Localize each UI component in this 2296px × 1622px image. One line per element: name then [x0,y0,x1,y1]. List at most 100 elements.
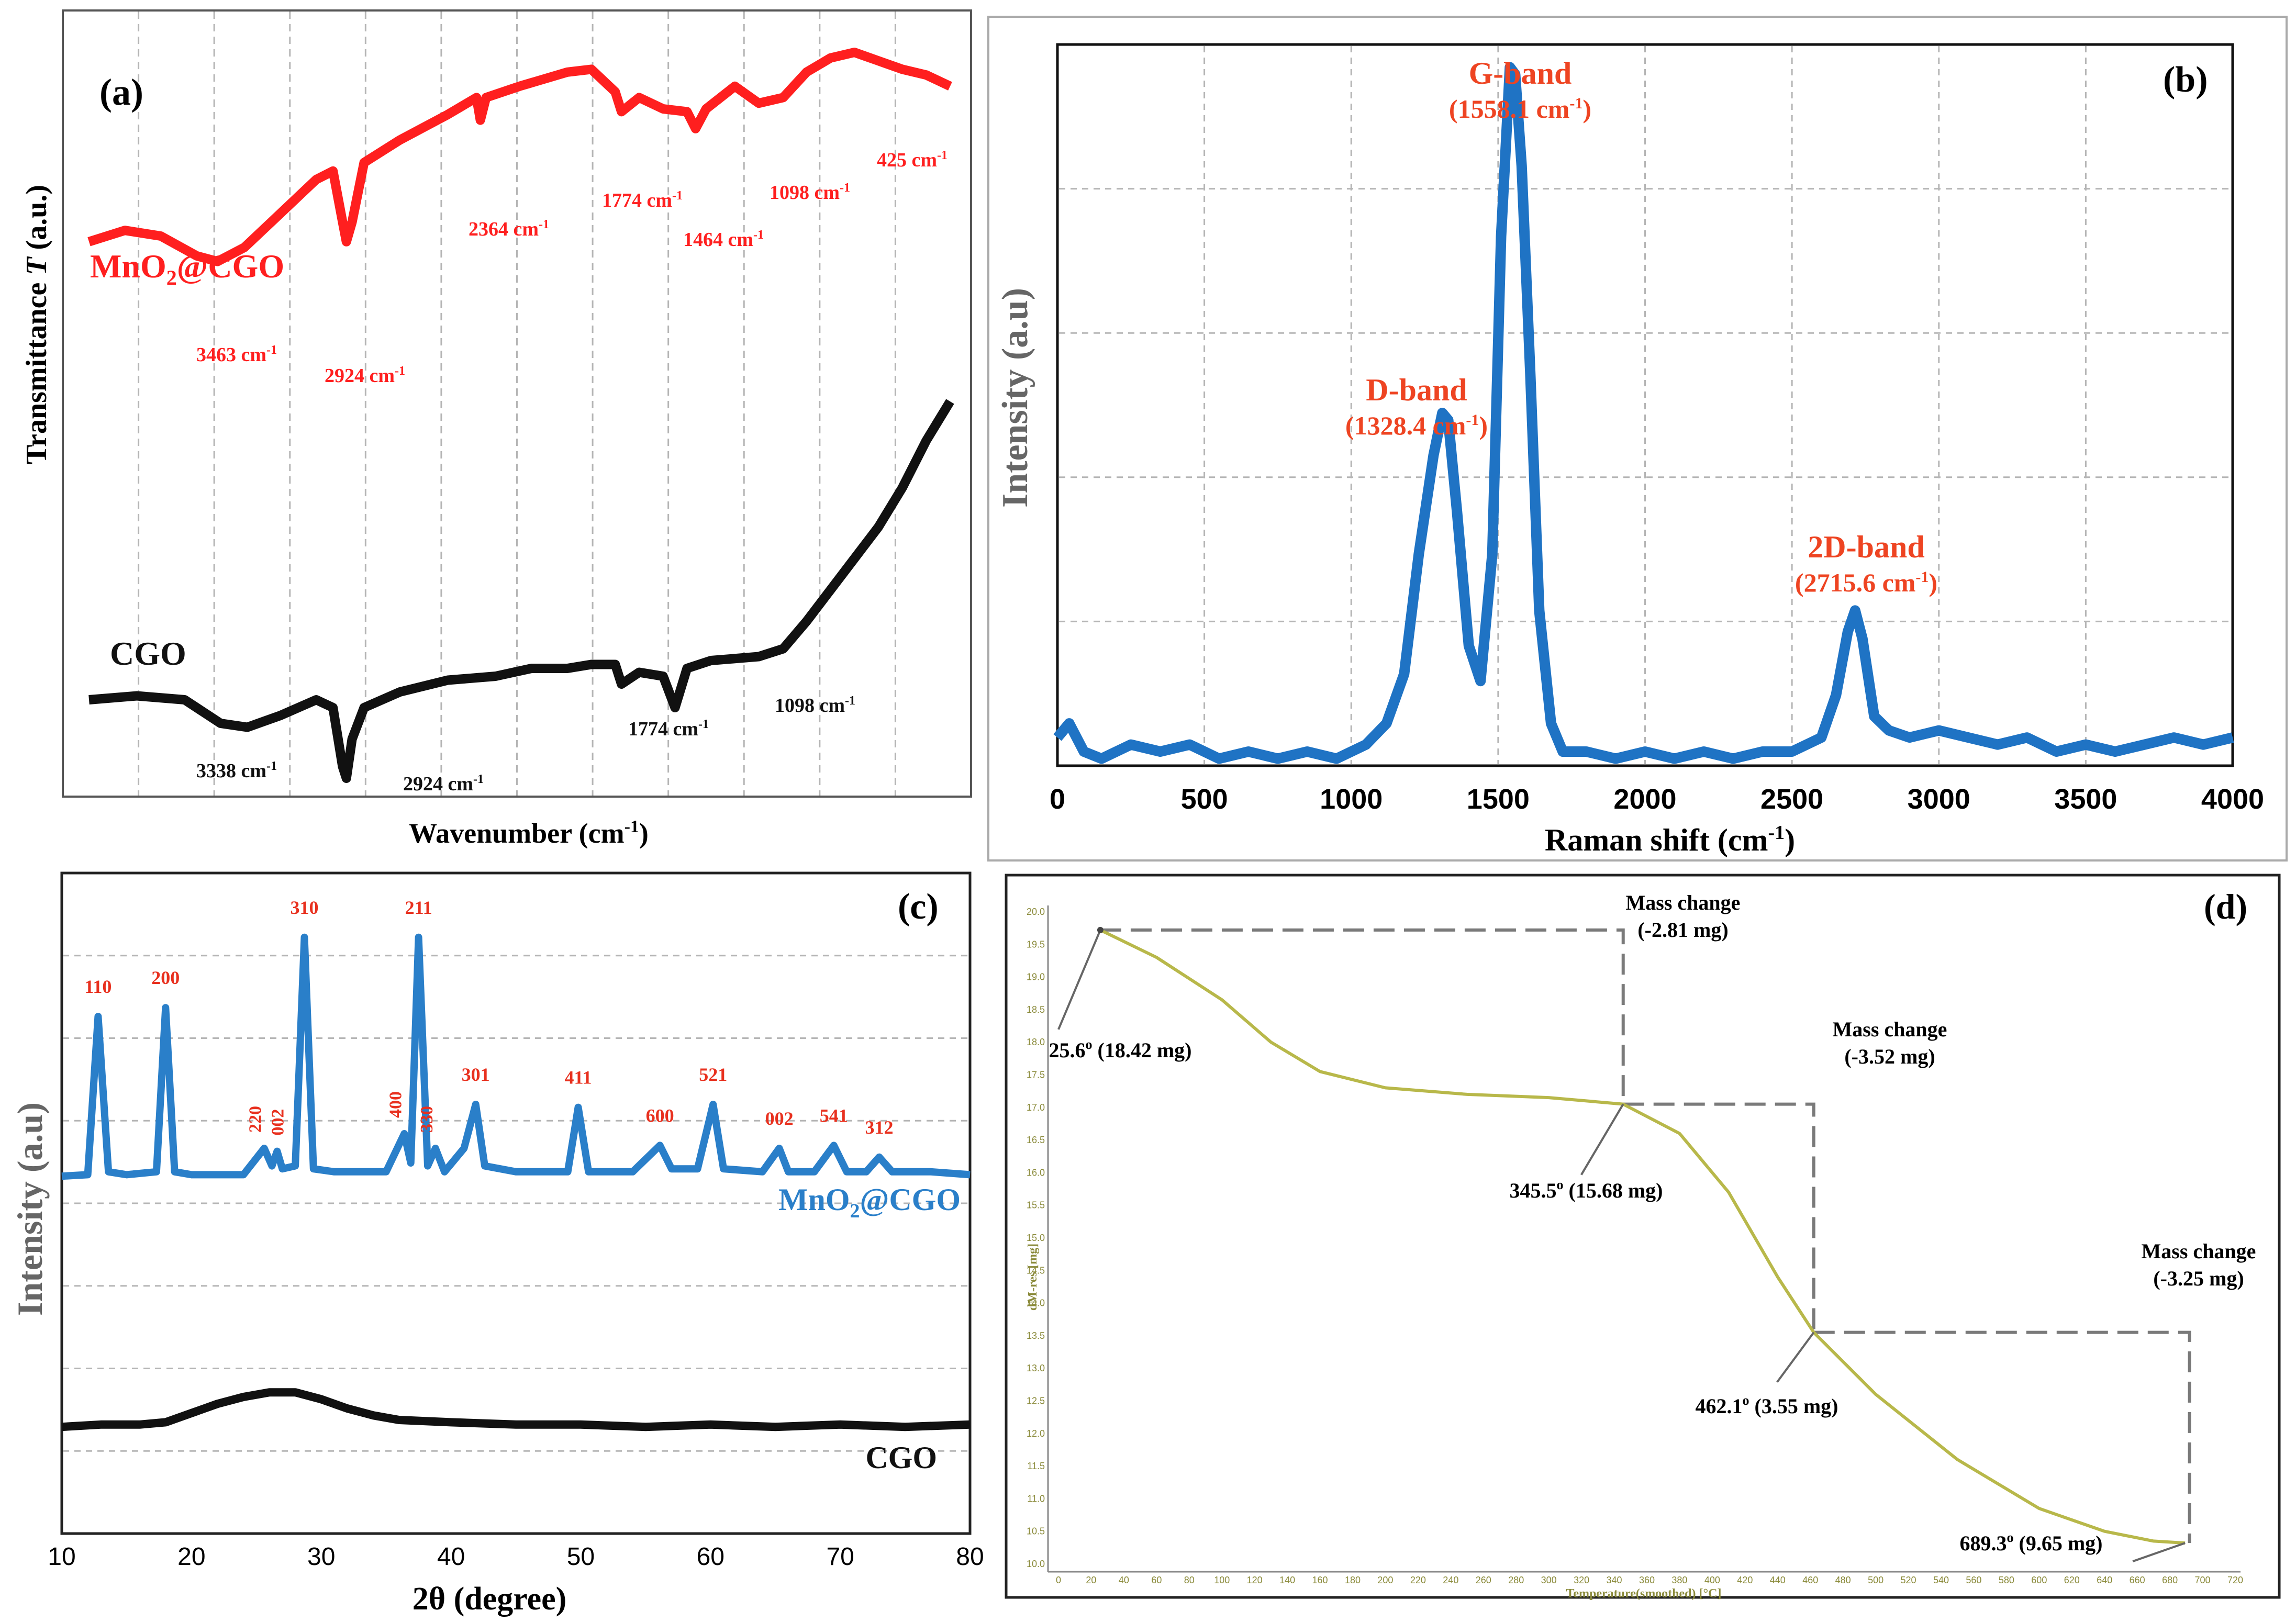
x-tick-label-d: 400 [1704,1575,1720,1585]
x-tick-label-d: 160 [1312,1575,1328,1585]
panel-d-label: (d) [2204,887,2247,926]
x-tick-label-d: 380 [1671,1575,1687,1585]
x-tick-label-c: 70 [826,1543,854,1571]
x-tick-label-d: 540 [1933,1575,1949,1585]
tga-guide-2 [1623,1102,1815,1333]
x-tick-label-d: 360 [1639,1575,1655,1585]
x-tick-label-d: 500 [1868,1575,1883,1585]
x-tick-label-d: 80 [1184,1575,1195,1585]
x-tick-label-d: 240 [1443,1575,1458,1585]
series-line-cgo-ftir [88,399,954,783]
x-tick-label-d: 180 [1345,1575,1361,1585]
panel-d-frame [1005,874,2281,1599]
x-tick-label-d: 600 [2031,1575,2047,1585]
y-tick-label-d: 12.0 [1027,1428,1045,1439]
leader-25-6 [1057,930,1101,1030]
x-tick-label-d: 440 [1770,1575,1786,1585]
y-tick-label-d: 15.0 [1027,1233,1045,1243]
panel-c-label: (c) [898,887,939,927]
panel-c-y-axis-label: Intensity (a.u) [10,1102,50,1316]
y-tick-label-d: 18.5 [1027,1004,1045,1015]
y-tick-label-d: 17.0 [1027,1102,1045,1113]
hkl-label: 312 [865,1117,894,1138]
panel-b-grid [1059,46,2231,764]
point-label-689-3: 689.3o (9.65 mg) [1960,1530,2103,1555]
x-tick-label-d: 340 [1607,1575,1622,1585]
x-tick-label-c: 30 [307,1543,335,1571]
x-tick-label-b: 4000 [2201,784,2264,815]
series-line-mno2-cgo-xrd [61,933,971,1180]
peak-label-mno2-425: 425 cm-1 [877,149,948,171]
y-tick-label-d: 11.0 [1027,1493,1045,1504]
y-tick-label-d: 14.5 [1027,1265,1045,1276]
panel-b-label: (b) [2163,60,2208,100]
tga-leader-lines [1057,926,2186,1563]
hkl-label: 220 [246,1106,265,1133]
peak-label-mno2-1464: 1464 cm-1 [683,228,764,251]
x-tick-label-b: 500 [1181,784,1228,815]
leader-345-5 [1580,1103,1624,1176]
y-tick-label-d: 10.0 [1027,1559,1045,1569]
hkl-label: 211 [405,897,432,918]
y-tick-label-d: 19.0 [1027,972,1045,982]
x-tick-label-b: 3000 [1908,784,1970,815]
g-band-value: (1558.1 cm-1) [1449,94,1591,124]
mass-change-2-title: Mass change [1833,1017,1947,1041]
mass-change-1-title: Mass change [1626,891,1741,914]
peak-label-cgo-3338: 3338 cm-1 [196,759,277,782]
x-tick-label-d: 140 [1279,1575,1295,1585]
hkl-label: 330 [417,1106,437,1133]
peak-label-cgo-1774: 1774 cm-1 [628,718,709,740]
x-tick-label-d: 280 [1508,1575,1524,1585]
x-tick-label-d: 120 [1247,1575,1263,1585]
peak-label-mno2-2364: 2364 cm-1 [469,218,549,240]
x-tick-label-d: 420 [1737,1575,1753,1585]
hkl-label: 541 [820,1105,848,1126]
hkl-label: 400 [386,1091,405,1118]
series-line-cgo-xrd [61,1388,971,1431]
2d-band-label: 2D-band [1808,530,1924,564]
g-band-label: G-band [1469,56,1572,91]
y-tick-label-d: 11.5 [1027,1461,1045,1471]
x-tick-label-d: 300 [1541,1575,1557,1585]
tga-guide-3 [1813,1330,2191,1543]
x-tick-label-d: 480 [1835,1575,1851,1585]
point-label-462-1: 462.1o (3.55 mg) [1696,1393,1838,1418]
panel-b-x-ticks: 0 500 1000 1500 2000 2500 3000 3500 4000 [1050,784,2264,815]
x-tick-label-d: 620 [2064,1575,2080,1585]
y-tick-label-d: 19.5 [1027,939,1045,949]
panel-d-tga: 0 20 40 60 80 100 120 140 160 180 200 220 240 260 280 3… [1005,874,2281,1601]
panel-c-x-ticks: 10 20 30 40 50 60 70 80 [48,1543,984,1571]
panel-a-x-axis-label: Wavenumber (cm-1) [409,817,649,849]
series-line-raman [1053,62,2234,764]
y-tick-label-d: 12.5 [1027,1396,1045,1406]
x-tick-label-b: 1000 [1320,784,1383,815]
y-tick-label-d: 10.5 [1027,1526,1045,1537]
mass-change-1-value: (-2.81 mg) [1637,918,1728,942]
hkl-label: 600 [646,1105,674,1126]
x-tick-label-b: 2500 [1760,784,1823,815]
x-tick-label-d: 220 [1410,1575,1426,1585]
panel-b-y-axis-label: Intensity (a.u) [995,288,1035,508]
x-tick-label-c: 40 [437,1543,465,1571]
d-band-label: D-band [1366,373,1467,407]
panel-a-ftir: (a) Transmittance T (a.u.) Wavenumber (c… [20,9,972,849]
series-label-cgo-a: CGO [110,635,186,672]
leader-689-3 [2132,1542,2186,1563]
x-tick-label-c: 10 [48,1543,75,1571]
hkl-label: 521 [699,1064,727,1085]
y-tick-label-d: 18.0 [1027,1037,1045,1047]
x-tick-label-c: 20 [177,1543,205,1571]
hkl-label: 110 [84,976,112,997]
panel-b-raman: (b) Intensity (a.u) Raman shift (cm-1) 0… [987,16,2288,862]
hkl-label: 200 [151,967,180,988]
hkl-label: 411 [564,1067,592,1088]
point-label-25-6: 25.6o (18.42 mg) [1049,1037,1192,1062]
x-tick-label-c: 50 [567,1543,595,1571]
x-tick-label-d: 460 [1802,1575,1818,1585]
hkl-label: 301 [462,1064,490,1085]
y-tick-label-d: 14.0 [1027,1298,1045,1308]
panel-d-x-axis-label: Temperature(smoothed) [°C] [1566,1587,1722,1601]
series-label-mno2-cgo-c: MnO2@CGO [778,1182,961,1222]
peak-label-mno2-1774: 1774 cm-1 [602,189,683,211]
